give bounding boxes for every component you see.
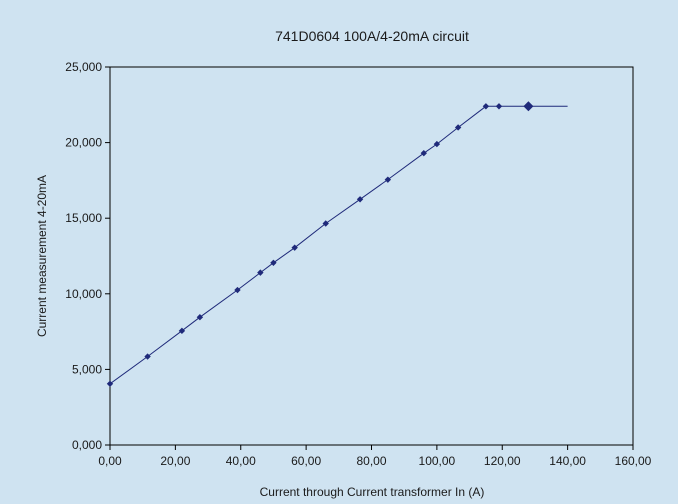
data-point (270, 259, 277, 267)
data-point (106, 380, 114, 387)
data-point (384, 176, 392, 183)
y-tick-label: 20,000 (65, 136, 102, 150)
data-point (234, 286, 241, 294)
x-tick-label: 40,00 (226, 454, 256, 468)
data-point (178, 327, 186, 335)
data-point (144, 353, 151, 360)
axes: 0,000 5,000 10,000 15,000 20,000 25,000 0,00 20… (65, 60, 651, 468)
x-tick-label: 80,00 (356, 454, 386, 468)
x-axis-label: Current through Current transformer In (… (260, 485, 485, 499)
data-point (420, 149, 427, 157)
data-point (523, 101, 534, 112)
y-axis-label: Current measurement 4-20mA (35, 175, 49, 337)
data-point (291, 244, 298, 251)
plot-area-frame (109, 66, 634, 446)
x-tick-label: 60,00 (291, 454, 321, 468)
data-point (196, 314, 204, 321)
x-tick-label: 20,00 (160, 454, 190, 468)
y-tick-label: 25,000 (65, 60, 102, 74)
y-tick-label: 10,000 (65, 287, 102, 301)
data-point (482, 103, 490, 110)
series (106, 101, 568, 387)
x-tick-label: 120,00 (484, 454, 521, 468)
x-tick-label: 160,00 (615, 454, 652, 468)
data-point (322, 220, 329, 227)
x-tick-label: 0,00 (98, 454, 122, 468)
y-tick-label: 5,000 (72, 362, 102, 376)
data-point (495, 103, 503, 110)
x-tick-label: 100,00 (419, 454, 456, 468)
y-tick-label: 0,000 (72, 438, 102, 452)
y-tick-label: 15,000 (65, 211, 102, 225)
data-point (433, 140, 441, 148)
chart-title: 741D0604 100A/4-20mA circuit (275, 28, 469, 44)
data-point (356, 196, 364, 203)
data-point (454, 124, 462, 131)
x-tick-label: 140,00 (549, 454, 586, 468)
data-point (257, 269, 264, 276)
